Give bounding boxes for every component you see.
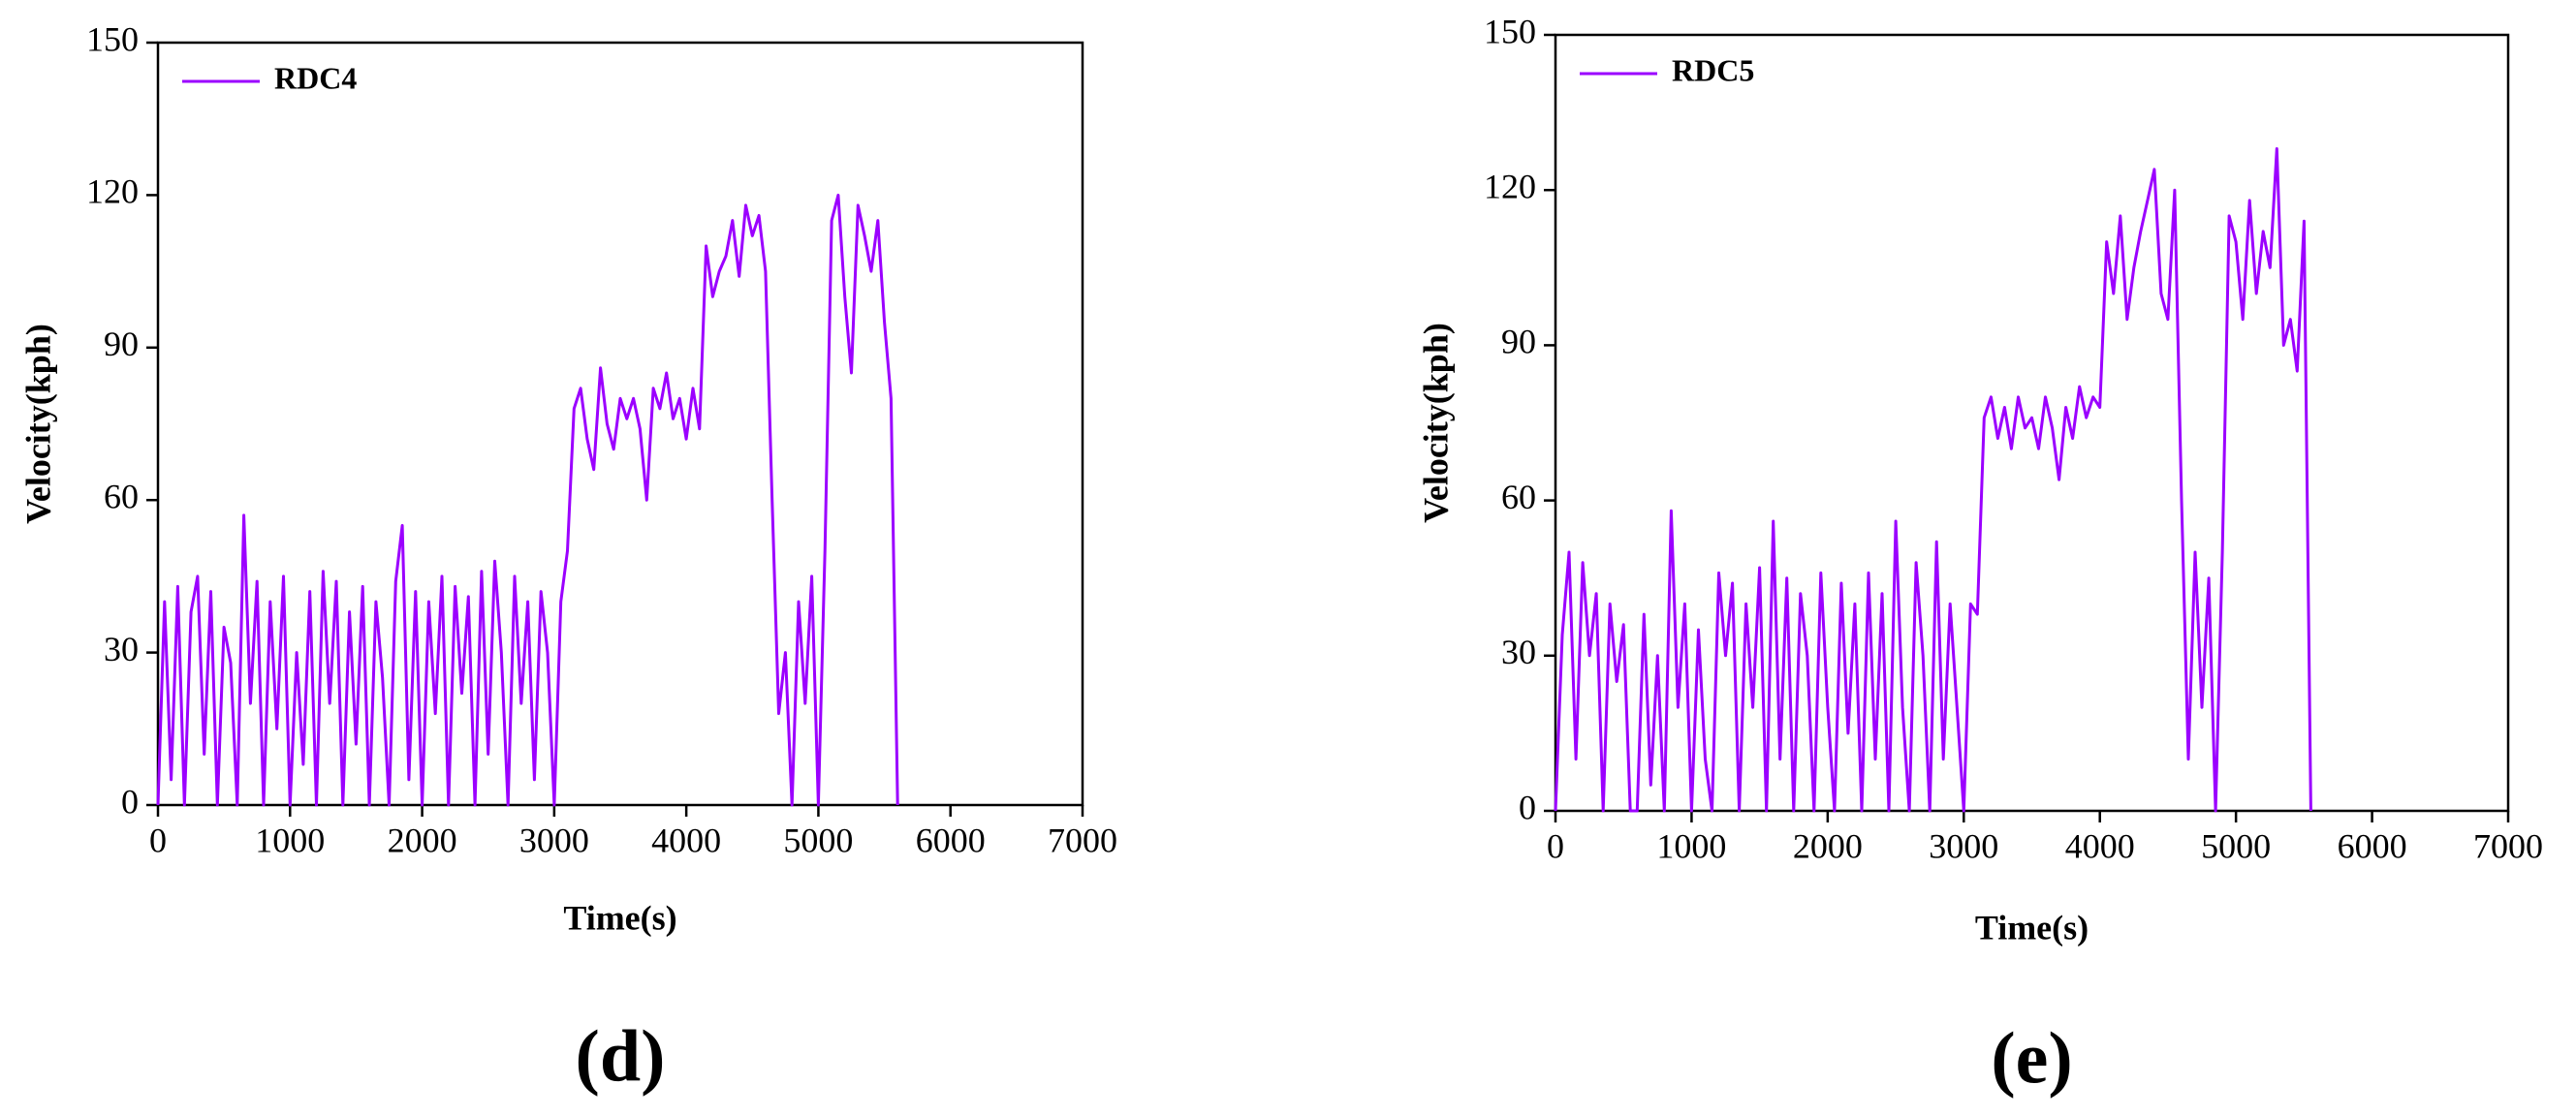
x-axis-label: Time(s) — [563, 898, 676, 937]
panel-label: (d) — [576, 1015, 666, 1097]
x-axis-label: Time(s) — [1975, 908, 2089, 946]
y-tick-label: 120 — [86, 172, 139, 211]
x-tick-label: 5000 — [2201, 826, 2271, 865]
y-tick-label: 30 — [104, 630, 139, 668]
y-tick-label: 30 — [1501, 633, 1536, 671]
x-tick-label: 3000 — [1929, 826, 1998, 865]
panel-label: (e) — [1991, 1017, 2072, 1099]
x-tick-label: 0 — [1547, 826, 1564, 865]
x-tick-label: 1000 — [1656, 826, 1726, 865]
y-axis-label: Velocity(kph) — [1416, 323, 1455, 523]
y-tick-label: 150 — [1484, 12, 1536, 50]
legend-label: RDC5 — [1672, 52, 1754, 87]
x-tick-label: 2000 — [1793, 826, 1863, 865]
y-tick-label: 90 — [104, 325, 139, 363]
x-tick-label: 6000 — [916, 821, 986, 859]
y-tick-label: 150 — [86, 19, 139, 58]
y-tick-label: 60 — [1501, 478, 1536, 516]
x-tick-label: 7000 — [1048, 821, 1117, 859]
x-tick-label: 1000 — [255, 821, 325, 859]
y-axis-label: Velocity(kph) — [18, 324, 57, 524]
data-line — [156, 193, 899, 807]
y-tick-label: 120 — [1484, 167, 1536, 205]
data-line — [1554, 147, 2312, 813]
y-tick-label: 0 — [121, 782, 139, 821]
x-tick-label: 4000 — [2065, 826, 2135, 865]
x-tick-label: 3000 — [519, 821, 589, 859]
x-tick-label: 6000 — [2338, 826, 2407, 865]
x-tick-label: 7000 — [2473, 826, 2543, 865]
x-tick-label: 5000 — [783, 821, 853, 859]
x-tick-label: 2000 — [388, 821, 457, 859]
y-tick-label: 60 — [104, 477, 139, 515]
plot-frame — [1554, 33, 2510, 813]
y-tick-label: 0 — [1519, 788, 1536, 826]
x-tick-label: 4000 — [651, 821, 721, 859]
plot-frame — [156, 41, 1084, 807]
y-tick-label: 90 — [1501, 323, 1536, 361]
legend-label: RDC4 — [274, 60, 357, 95]
x-tick-label: 0 — [149, 821, 167, 859]
